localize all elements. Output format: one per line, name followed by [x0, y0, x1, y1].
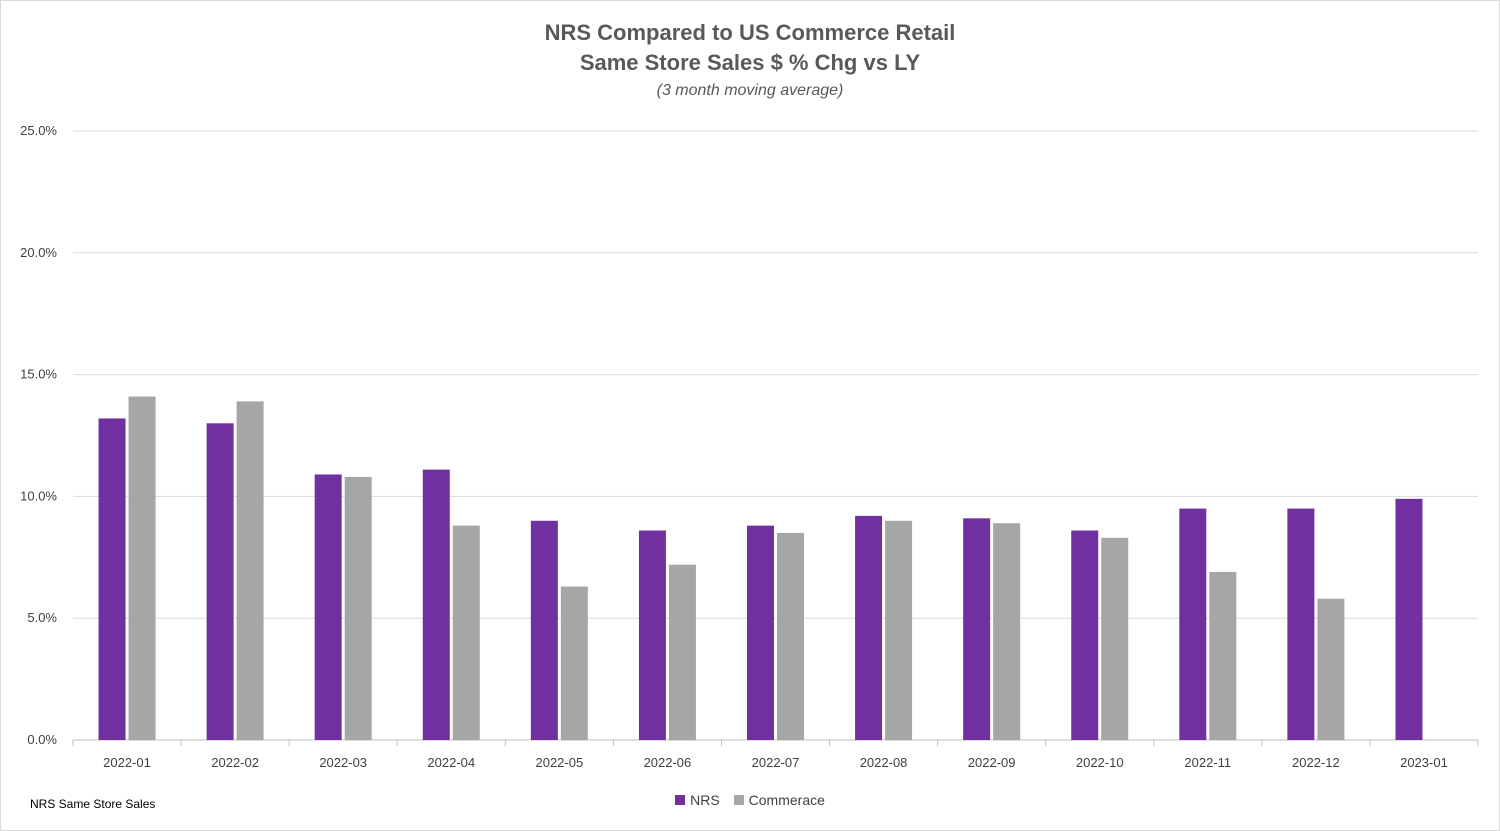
bar-commerace-2022-02: [236, 401, 264, 740]
legend-label-nrs: NRS: [690, 792, 720, 808]
chart-subtitle: Same Store Sales $ % Chg vs LY: [579, 50, 921, 75]
bar-nrs-2022-08: [855, 515, 883, 740]
bar-commerace-2022-04: [452, 525, 480, 740]
bar-commerace-2022-06: [668, 564, 696, 740]
bar-commerace-2022-05: [560, 586, 588, 740]
x-tick-label: 2022-05: [535, 755, 583, 770]
bar-nrs-2022-06: [638, 530, 666, 740]
legend-item-nrs: NRS: [675, 792, 720, 808]
bar-commerace-2022-07: [777, 532, 804, 740]
bar-nrs-2022-02: [206, 423, 234, 740]
bar-nrs-2023-01: [1395, 498, 1423, 740]
y-tick-label: 25.0%: [20, 123, 57, 138]
bar-nrs-2022-05: [530, 520, 558, 740]
chart-title: NRS Compared to US Commerce Retail: [544, 20, 956, 45]
bar-nrs-2022-09: [963, 518, 991, 740]
x-tick-label: 2022-02: [211, 755, 259, 770]
x-tick-label: 2023-01: [1400, 755, 1448, 770]
legend-swatch-nrs: [675, 795, 686, 805]
x-tick-label: 2022-10: [1076, 755, 1124, 770]
bar-commerace-2022-11: [1209, 571, 1237, 740]
x-tick-label: 2022-01: [103, 755, 151, 770]
bar-nrs-2022-03: [314, 474, 342, 740]
bar-commerace-2022-10: [1101, 537, 1129, 740]
legend-label-commerace: Commerace: [748, 792, 825, 808]
bar-commerace-2022-08: [885, 520, 913, 740]
bar-nrs-2022-10: [1071, 530, 1099, 740]
bar-nrs-2022-07: [747, 525, 774, 740]
x-tick-label: 2022-03: [319, 755, 367, 770]
x-tick-label: 2022-07: [752, 755, 800, 770]
chart-title-block: NRS Compared to US Commerce Retail Same …: [0, 18, 1500, 102]
chart-note: (3 month moving average): [656, 82, 844, 99]
bar-nrs-2022-04: [422, 469, 450, 740]
x-tick-label: 2022-11: [1184, 755, 1231, 770]
bar-commerace-2022-01: [128, 396, 156, 740]
x-tick-label: 2022-09: [968, 755, 1016, 770]
bar-commerace-2022-12: [1317, 598, 1345, 740]
x-tick-label: 2022-08: [860, 755, 908, 770]
bar-commerace-2022-09: [993, 523, 1021, 740]
bar-nrs-2022-11: [1179, 508, 1207, 740]
x-tick-label: 2022-12: [1292, 755, 1340, 770]
legend-swatch-commerace: [733, 795, 744, 805]
source-note: NRS Same Store Sales: [30, 797, 156, 811]
bar-nrs-2022-01: [98, 418, 126, 740]
x-tick-label: 2022-04: [427, 755, 475, 770]
y-tick-label: 15.0%: [20, 367, 57, 382]
x-tick-label: 2022-06: [644, 755, 692, 770]
bar-commerace-2022-03: [344, 476, 372, 740]
bar-nrs-2022-12: [1287, 508, 1315, 740]
legend: NRS Commerace: [0, 792, 1500, 808]
legend-item-commerace: Commerace: [733, 792, 825, 808]
y-tick-label: 5.0%: [27, 610, 57, 625]
y-tick-label: 10.0%: [20, 488, 57, 503]
y-tick-label: 20.0%: [20, 245, 57, 260]
y-tick-label: 0.0%: [27, 732, 57, 747]
